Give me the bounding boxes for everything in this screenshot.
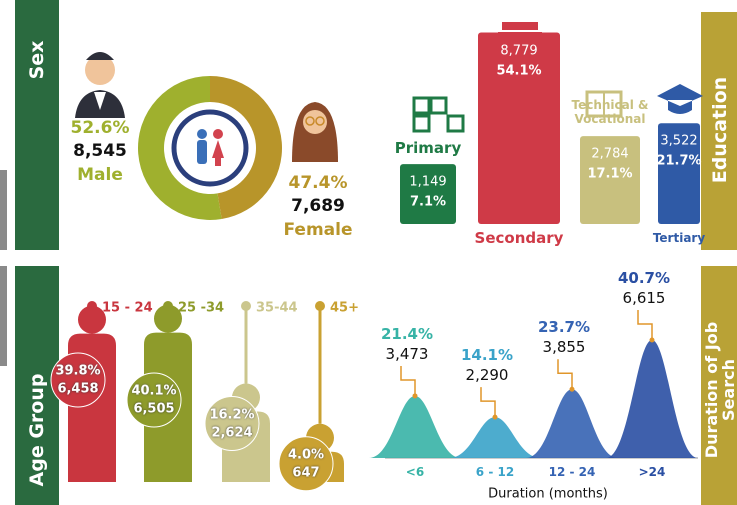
block-icon [414,116,429,131]
x-tick-label: >24 [639,465,666,479]
percent-label: 21.7% [656,154,701,169]
percent-label: 17.1% [587,167,632,182]
count-label: 3,473 [386,345,429,363]
percent-label: 16.2% [209,407,254,422]
block-icon [414,98,429,113]
percent-label: 14.1% [461,346,513,364]
leader-line [558,359,572,389]
edge-bar [0,170,7,250]
area-peak [369,396,461,458]
category-label: 35-44 [256,301,298,316]
category-label: Male [77,165,123,185]
label-circle [279,437,333,491]
cap-icon [657,84,703,114]
count-label: 7,689 [291,196,345,216]
category-label: Tertiary [653,231,705,245]
percent-label: 21.4% [381,325,433,343]
x-tick-label: 12 - 24 [549,465,596,479]
percent-label: 7.1% [410,195,446,210]
leader-dot [570,387,575,392]
leader-dot [413,393,418,398]
percent-label: 23.7% [538,318,590,336]
category-label: 15 - 24 [102,301,153,316]
count-label: 6,505 [133,402,174,417]
section-title: Duration of Job Search [703,290,737,490]
percent-label: 39.8% [55,364,100,379]
person-icon [197,129,207,139]
area-peak [526,389,618,458]
count-label: 3,855 [543,338,586,356]
sex-strip [15,0,59,250]
count-label: 8,545 [73,141,127,161]
section-title: Sex [26,41,48,80]
percent-label: 47.4% [289,173,348,193]
category-label: Female [284,220,353,240]
category-label: Primary [395,139,461,157]
leader-line [401,366,415,396]
count-label: 2,624 [211,425,252,440]
area-peak [449,417,541,458]
x-axis-label: Duration (months) [488,487,608,502]
count-label: 647 [292,465,319,480]
pin-dot [315,301,325,311]
person-icon [197,140,207,164]
percent-label: 40.1% [131,384,176,399]
infographic: Sex Education Age Group Duration of Job … [0,0,737,505]
area-peak [606,340,698,458]
label-circle [205,397,259,451]
x-tick-label: 6 - 12 [476,465,514,479]
percent-label: 40.7% [618,269,670,287]
count-label: 8,779 [500,43,537,58]
category-label: Secondary [475,229,564,247]
leader-dot [493,415,498,420]
section-title: Age Group [26,374,48,487]
person-icon [213,129,223,139]
count-label: 2,290 [466,366,509,384]
percent-label: 52.6% [71,118,130,138]
count-label: 6,458 [57,382,98,397]
percent-label: 4.0% [288,447,324,462]
inner-ring [174,112,246,184]
count-label: 2,784 [591,147,628,162]
count-label: 3,522 [660,134,697,149]
leader-dot [650,337,655,342]
edge-bar [0,266,7,366]
leader-line [481,387,495,417]
leader-line [638,310,652,340]
pin-dot [241,301,251,311]
label-circle [51,353,105,407]
count-label: 6,615 [623,289,666,307]
category-label: Technical & Vocational [565,98,655,126]
male-hat [86,52,114,60]
x-tick-label: <6 [406,465,424,479]
block-icon [448,116,463,131]
label-circle [127,373,181,427]
graphics [0,0,737,505]
block-icon [431,98,446,113]
percent-label: 54.1% [496,63,541,78]
category-label: 25 -34 [178,301,224,316]
bar [478,33,560,224]
section-title: Education [709,77,731,183]
pin-dot [87,301,97,311]
count-label: 1,149 [409,175,446,190]
pin-dot [163,301,173,311]
category-label: 45+ [330,301,359,316]
